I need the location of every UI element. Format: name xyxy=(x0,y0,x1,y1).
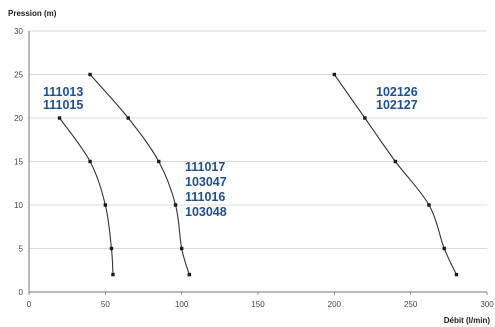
x-axis-label: Débit (l/min) xyxy=(444,316,491,325)
y-tick-label: 30 xyxy=(14,27,23,36)
data-point xyxy=(88,72,92,77)
series-code-label: 103047 xyxy=(185,175,227,189)
series-code-label: 111013 xyxy=(43,85,83,99)
data-point xyxy=(88,159,92,164)
x-tick-label: 0 xyxy=(27,300,32,309)
data-point xyxy=(109,246,114,251)
series-code-label: 111016 xyxy=(185,190,225,204)
data-point xyxy=(179,246,184,251)
data-point xyxy=(187,272,191,277)
x-tick-label: 200 xyxy=(328,300,342,309)
data-point xyxy=(157,159,161,164)
data-point xyxy=(454,272,459,277)
data-point xyxy=(173,203,178,207)
data-point xyxy=(111,272,115,277)
y-tick-label: 0 xyxy=(19,288,24,297)
y-tick-label: 25 xyxy=(14,71,23,80)
data-point xyxy=(442,246,446,251)
y-tick-label: 15 xyxy=(14,158,23,167)
series-line-1 xyxy=(59,117,114,275)
data-point xyxy=(393,159,398,164)
x-tick-label: 100 xyxy=(175,300,189,309)
series-code-label: 111017 xyxy=(185,160,225,174)
x-tick-label: 150 xyxy=(251,300,265,309)
y-tick-label: 20 xyxy=(14,114,23,123)
series-code-label: 103048 xyxy=(185,205,227,219)
y-axis-label: Pression (m) xyxy=(8,9,57,18)
x-tick-label: 250 xyxy=(404,300,418,309)
data-point xyxy=(363,116,367,120)
series-line-2 xyxy=(89,74,190,275)
data-point xyxy=(57,116,62,120)
x-tick-label: 50 xyxy=(101,300,110,309)
series-group xyxy=(57,72,459,277)
y-tick-label: 5 xyxy=(19,245,24,254)
data-point xyxy=(126,116,130,120)
data-point xyxy=(427,203,431,207)
data-point xyxy=(103,203,108,207)
x-tick-label: 300 xyxy=(480,300,494,309)
series-code-label: 102126 xyxy=(376,85,418,99)
data-point xyxy=(332,72,337,77)
grid-lines xyxy=(29,30,487,249)
series-code-label: 111015 xyxy=(43,98,83,112)
series-line-3 xyxy=(333,74,457,275)
y-tick-label: 10 xyxy=(14,201,23,210)
series-code-label: 102127 xyxy=(376,98,418,112)
